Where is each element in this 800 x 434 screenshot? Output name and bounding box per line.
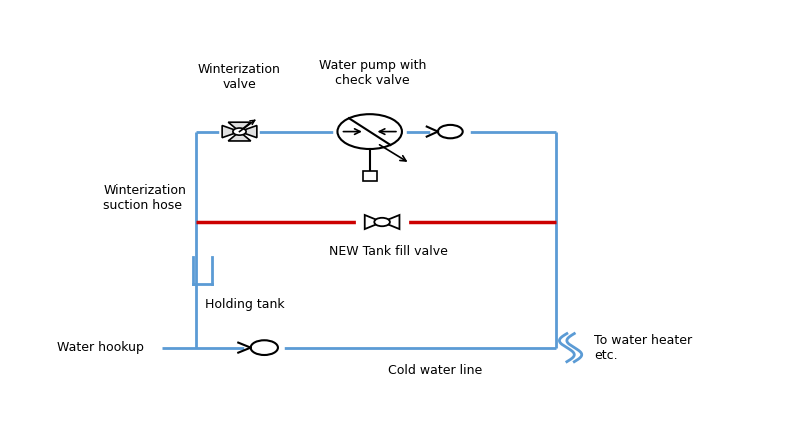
Text: Winterization
valve: Winterization valve: [198, 62, 281, 91]
Text: Holding tank: Holding tank: [206, 298, 285, 311]
Polygon shape: [228, 123, 250, 132]
Text: Water hookup: Water hookup: [57, 341, 143, 354]
Circle shape: [250, 341, 278, 355]
Text: Cold water line: Cold water line: [388, 363, 482, 376]
Circle shape: [374, 218, 390, 227]
Circle shape: [438, 125, 462, 139]
Polygon shape: [239, 126, 257, 138]
Text: Winterization
suction hose: Winterization suction hose: [103, 184, 186, 211]
Bar: [363, 171, 377, 182]
Text: NEW Tank fill valve: NEW Tank fill valve: [329, 244, 448, 257]
Polygon shape: [228, 132, 250, 141]
Text: To water heater
etc.: To water heater etc.: [594, 333, 692, 361]
Polygon shape: [222, 126, 239, 138]
Circle shape: [233, 129, 246, 136]
Text: Water pump with
check valve: Water pump with check valve: [319, 59, 426, 87]
Circle shape: [338, 115, 402, 150]
